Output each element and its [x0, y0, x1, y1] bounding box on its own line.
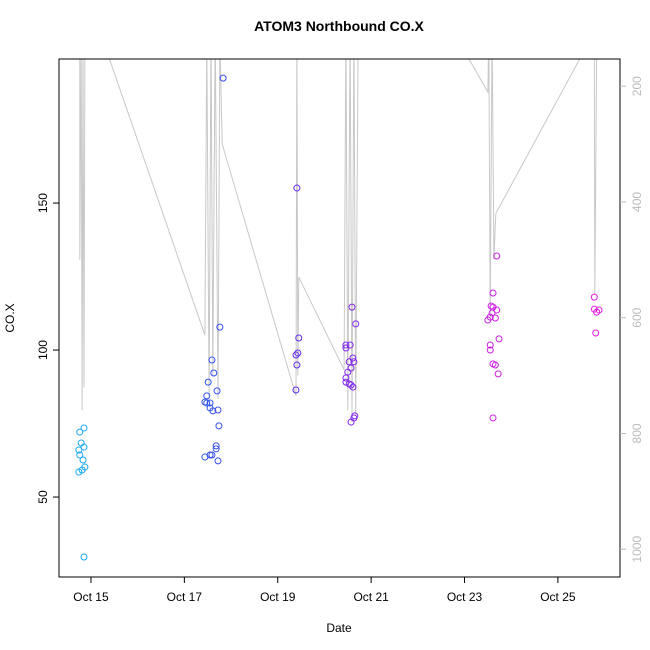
point: [292, 386, 300, 394]
point: [213, 387, 221, 395]
point: [347, 381, 355, 389]
point: [486, 346, 494, 354]
point: [348, 303, 356, 311]
point: [495, 335, 503, 343]
point: [204, 378, 212, 386]
chart-title: ATOM3 Northbound CO.X: [254, 18, 424, 34]
pressure-line: [79, 59, 598, 422]
x-tick-label: Oct 19: [260, 590, 296, 604]
point: [487, 302, 495, 310]
y-tick-label: 100: [36, 340, 50, 360]
point: [212, 442, 220, 450]
point: [216, 323, 224, 331]
point-layer: [75, 74, 603, 561]
y-tick-label: 50: [36, 490, 50, 504]
point: [350, 358, 358, 366]
point: [493, 306, 501, 314]
point: [352, 320, 360, 328]
y-tick-label: 150: [36, 193, 50, 213]
point: [201, 398, 209, 406]
y-axis-label: CO.X: [3, 303, 17, 332]
point: [79, 456, 87, 464]
point: [489, 414, 497, 422]
point: [593, 308, 601, 316]
point: [208, 356, 216, 364]
point: [206, 399, 214, 407]
point: [80, 424, 88, 432]
y2-tick-label: 600: [630, 307, 644, 327]
point: [206, 451, 214, 459]
y2-tick-label: 800: [630, 423, 644, 443]
point: [208, 451, 216, 459]
point: [486, 313, 494, 321]
point: [595, 306, 603, 314]
point: [486, 341, 494, 349]
point: [294, 349, 302, 357]
point: [210, 369, 218, 377]
point: [489, 289, 497, 297]
point: [293, 184, 301, 192]
point: [347, 364, 355, 372]
point: [203, 392, 211, 400]
point: [212, 445, 220, 453]
point: [592, 329, 600, 337]
point: [214, 406, 222, 414]
point: [295, 334, 303, 342]
point: [76, 428, 84, 436]
x-tick-label: Oct 21: [353, 590, 389, 604]
point: [76, 451, 84, 459]
point: [491, 361, 499, 369]
x-tick-label: Oct 23: [447, 590, 483, 604]
point: [494, 370, 502, 378]
y2-tick-label: 200: [630, 76, 644, 96]
point: [75, 446, 83, 454]
point: [219, 74, 227, 82]
point: [80, 443, 88, 451]
plot-box: [58, 58, 621, 578]
point: [293, 361, 301, 369]
point: [347, 418, 355, 426]
point: [345, 358, 353, 366]
x-tick-label: Oct 17: [167, 590, 203, 604]
point: [80, 553, 88, 561]
point: [590, 293, 598, 301]
point: [209, 407, 217, 415]
point: [346, 341, 354, 349]
point: [493, 252, 501, 260]
line-layer: [79, 59, 598, 422]
point: [342, 341, 350, 349]
point: [215, 422, 223, 430]
point: [349, 383, 357, 391]
point: [349, 354, 357, 362]
y2-tick-label: 1000: [630, 536, 644, 563]
point: [78, 466, 86, 474]
x-tick-label: Oct 25: [540, 590, 576, 604]
point: [214, 457, 222, 465]
x-tick-label: Oct 15: [73, 590, 109, 604]
y2-tick-label: 400: [630, 192, 644, 212]
point: [491, 314, 499, 322]
x-axis-label: Date: [326, 621, 352, 635]
point: [292, 351, 300, 359]
